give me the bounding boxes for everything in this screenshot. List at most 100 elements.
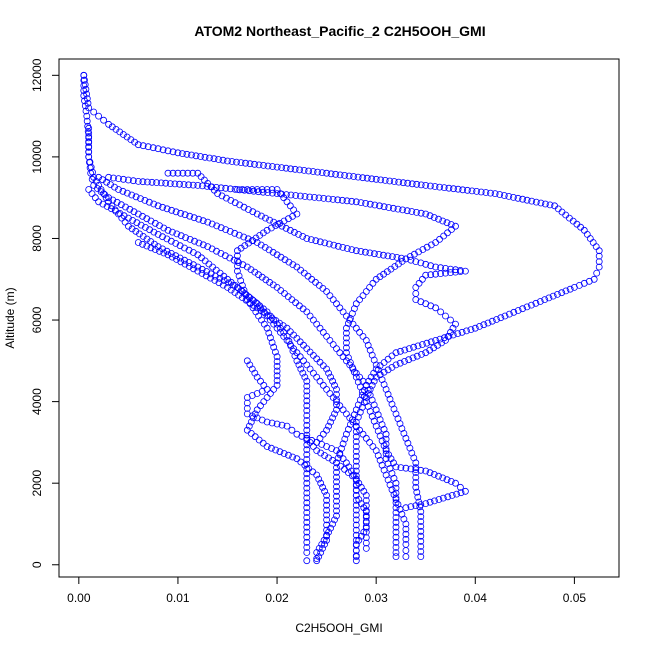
data-point [237, 244, 245, 252]
data-point [493, 316, 500, 323]
data-point [313, 447, 321, 455]
data-point [412, 478, 420, 486]
y-axis: 0 2000 4000 6000 8000 10000 12000 [30, 58, 60, 568]
data-point [456, 483, 464, 491]
data-point [186, 235, 194, 243]
data-point [105, 173, 112, 181]
data-point [236, 201, 244, 209]
data-point [81, 81, 89, 88]
data-point [303, 479, 311, 487]
data-point [415, 279, 423, 287]
data-point [160, 224, 168, 232]
data-point [290, 345, 298, 353]
data-point [432, 270, 440, 278]
data-point [278, 222, 286, 230]
data-point [382, 435, 390, 443]
data-point [172, 208, 180, 216]
data-point [83, 90, 90, 98]
data-point [181, 244, 188, 252]
data-point [115, 175, 122, 183]
data-point [272, 446, 280, 454]
data-point [99, 200, 107, 208]
data-point [159, 203, 167, 211]
data-point [315, 553, 323, 560]
data-point [432, 304, 440, 312]
data-point [253, 210, 261, 218]
data-point [309, 316, 317, 324]
data-point [233, 247, 241, 255]
data-point [228, 158, 236, 165]
data-point [541, 296, 549, 304]
data-point [417, 501, 425, 509]
data-point [273, 362, 281, 370]
y-axis-label: Altitude (m) [3, 287, 17, 348]
data-point [448, 226, 455, 233]
data-point [255, 161, 263, 169]
data-point [290, 228, 298, 236]
data-point [150, 200, 158, 208]
data-point [410, 250, 418, 258]
data-point [372, 373, 380, 381]
data-point [85, 186, 93, 193]
data-point [257, 377, 264, 385]
data-point [488, 317, 496, 325]
data-point [382, 430, 390, 438]
data-point [283, 198, 291, 206]
data-point [266, 316, 274, 324]
series-8 [105, 173, 469, 512]
data-point [85, 139, 93, 147]
data-point [326, 390, 334, 397]
data-point [443, 476, 451, 484]
data-point [323, 288, 331, 295]
data-point [154, 202, 162, 210]
data-point [439, 494, 447, 502]
data-point [345, 172, 353, 180]
data-point [303, 377, 311, 385]
data-point [387, 265, 395, 273]
data-point [333, 492, 340, 500]
data-point [352, 300, 360, 308]
data-point [300, 166, 308, 174]
data-point [179, 169, 187, 177]
data-point [181, 211, 189, 219]
data-point [276, 319, 283, 327]
data-point [262, 214, 269, 222]
data-point [88, 190, 96, 198]
data-point [352, 477, 360, 485]
data-point [365, 377, 373, 385]
data-point [392, 514, 400, 521]
data-point [510, 308, 518, 316]
data-point [85, 104, 93, 112]
data-point [339, 243, 347, 251]
data-point [379, 251, 387, 259]
data-point [134, 177, 142, 185]
data-point [447, 316, 454, 324]
data-point [224, 157, 231, 165]
y-tick-label: 2000 [30, 470, 44, 497]
data-point [413, 488, 421, 496]
data-point [240, 203, 248, 211]
data-point [384, 390, 392, 398]
y-tick-label: 12000 [30, 58, 44, 92]
data-point [401, 346, 409, 354]
data-point [431, 497, 438, 505]
data-point [303, 407, 311, 415]
data-point [435, 215, 442, 223]
data-point [537, 199, 545, 207]
data-point [163, 205, 171, 213]
data-point [354, 173, 362, 181]
data-point [412, 483, 420, 491]
data-point [242, 296, 250, 304]
data-point [323, 526, 331, 534]
data-point [417, 543, 425, 550]
data-point [327, 418, 335, 426]
data-point [244, 206, 252, 213]
data-point [243, 399, 251, 407]
data-point [174, 149, 182, 157]
data-point [352, 501, 360, 509]
data-point [243, 186, 251, 193]
data-point [194, 263, 202, 271]
data-point [376, 362, 384, 370]
data-point [407, 503, 415, 511]
data-point [362, 528, 370, 536]
